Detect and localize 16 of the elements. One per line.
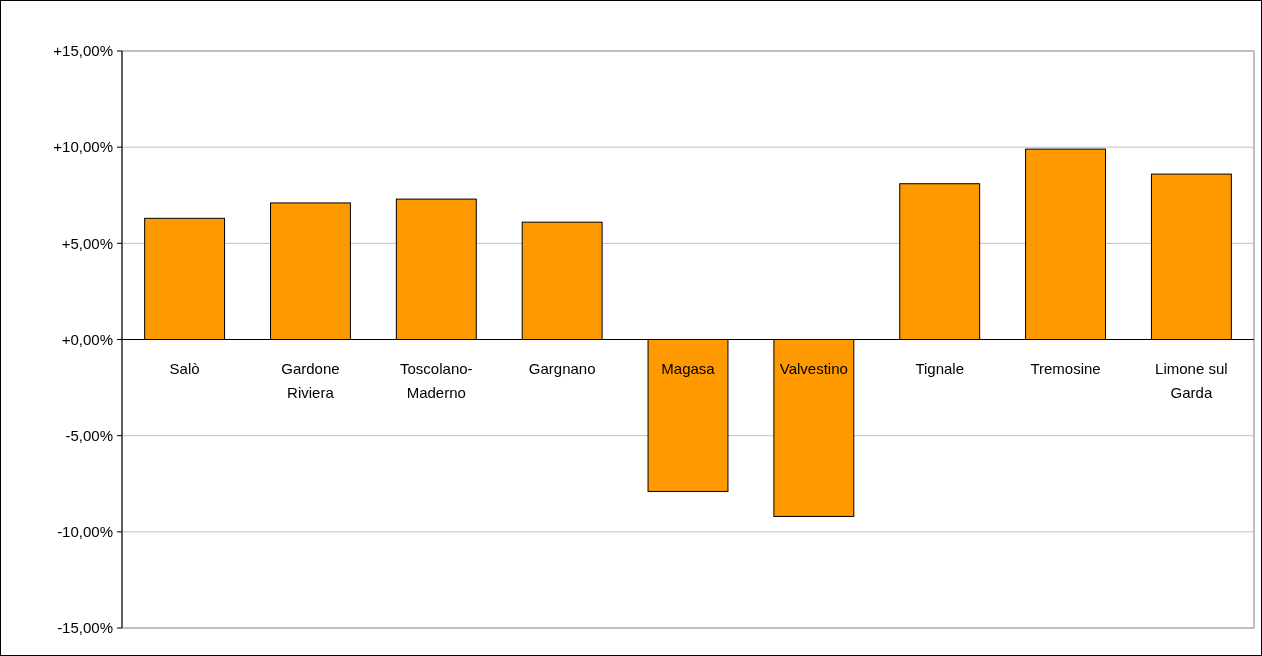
x-tick-label: Valvestino (779, 359, 848, 377)
x-tick-label: Gargnano (528, 359, 596, 377)
y-tick-label: +0,00% (61, 330, 113, 348)
x-tick-label: Tignale (915, 359, 965, 377)
y-tick-label: +5,00% (61, 234, 113, 252)
y-tick-label: +15,00% (53, 42, 113, 60)
x-tick-label: Salò (169, 359, 200, 377)
x-tick-label: Magasa (661, 359, 716, 377)
x-tick-label: Tremosine (1030, 359, 1101, 377)
y-tick-label: +10,00% (53, 138, 113, 156)
x-tick-label: Gardone Riviera (281, 359, 340, 401)
x-tick-label: Limone sul Garda (1155, 359, 1228, 401)
y-tick-label: -5,00% (65, 426, 113, 444)
y-tick-label: -10,00% (57, 523, 113, 541)
x-tick-label: Toscolano-Maderno (400, 359, 473, 401)
y-tick-label: -15,00% (57, 619, 113, 637)
